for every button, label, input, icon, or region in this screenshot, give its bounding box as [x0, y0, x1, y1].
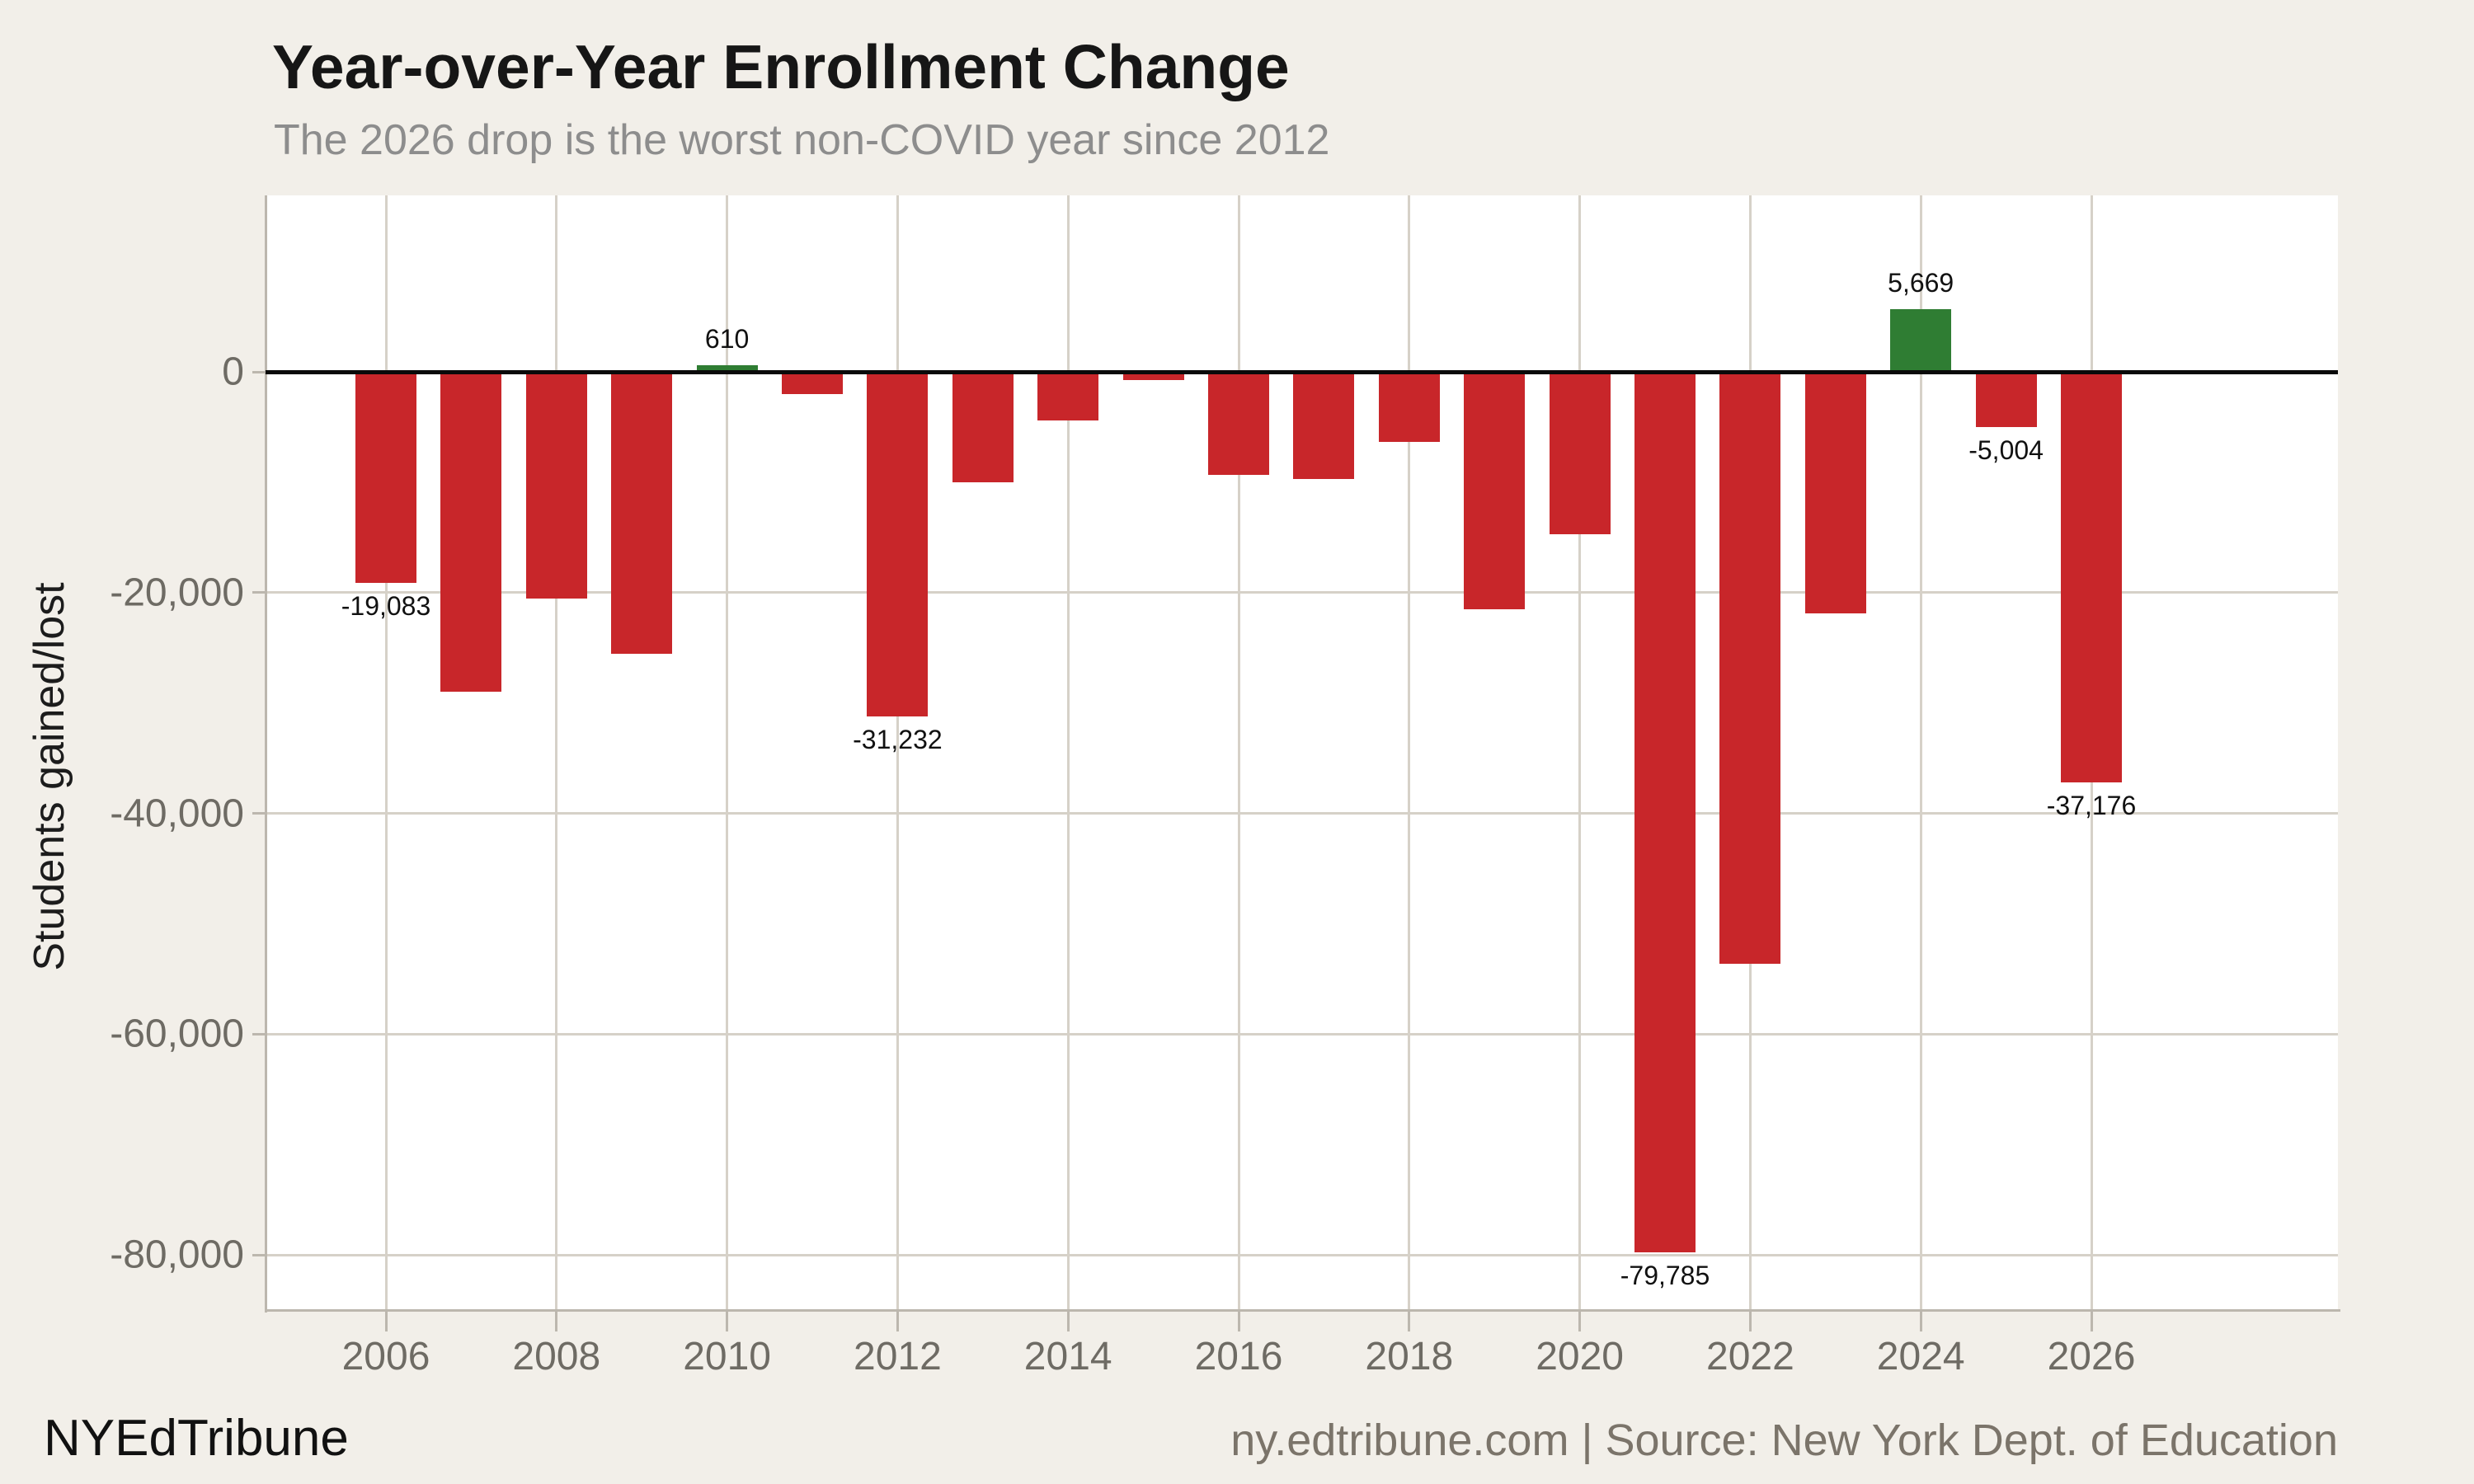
- y-tick--80000: [252, 1253, 265, 1256]
- bar-2018: [1378, 372, 1440, 442]
- bar-2026: [2061, 372, 2122, 782]
- bottom-spine: [266, 1308, 2340, 1312]
- bar-2020: [1549, 372, 1611, 534]
- x-tick-label-2020: 2020: [1536, 1335, 1624, 1378]
- y-tick-label--80000: -80,000: [110, 1233, 244, 1277]
- bar-2011: [782, 372, 843, 394]
- x-tick-2012: [896, 1310, 899, 1331]
- bar-value-label-2026: -37,176: [2046, 790, 2137, 820]
- bar-2012: [867, 372, 929, 717]
- bar-value-label-2012: -31,232: [853, 725, 943, 755]
- bar-2007: [440, 372, 502, 693]
- bar-2013: [952, 372, 1014, 483]
- y-tick-label-0: 0: [222, 350, 244, 394]
- x-tick-label-2008: 2008: [512, 1335, 601, 1378]
- bar-2015: [1122, 372, 1184, 380]
- v-gridline-2014: [1066, 195, 1070, 1310]
- v-gridline-2016: [1237, 195, 1240, 1310]
- v-gridline-2020: [1578, 195, 1582, 1310]
- x-tick-label-2010: 2010: [683, 1335, 771, 1378]
- y-tick-label--20000: -20,000: [110, 571, 244, 615]
- x-tick-label-2012: 2012: [854, 1335, 942, 1378]
- x-tick-label-2026: 2026: [2047, 1335, 2136, 1378]
- zero-line: [266, 369, 2338, 374]
- x-tick-2024: [1919, 1310, 1922, 1331]
- x-tick-2014: [1066, 1310, 1070, 1331]
- bar-2019: [1464, 372, 1526, 609]
- h-gridline--40000: [266, 812, 2338, 815]
- bar-2010: [696, 365, 758, 373]
- bar-value-label-2010: 610: [704, 324, 750, 354]
- x-tick-label-2022: 2022: [1706, 1335, 1794, 1378]
- x-tick-2010: [726, 1310, 729, 1331]
- x-tick-label-2024: 2024: [1876, 1335, 1965, 1378]
- x-tick-label-2006: 2006: [341, 1335, 430, 1378]
- y-tick--40000: [252, 812, 265, 815]
- v-gridline-2018: [1408, 195, 1411, 1310]
- bar-2022: [1719, 372, 1781, 964]
- h-gridline--20000: [266, 591, 2338, 594]
- y-tick-label--40000: -40,000: [110, 791, 244, 836]
- x-tick-2022: [1748, 1310, 1752, 1331]
- bar-2009: [611, 372, 673, 654]
- x-tick-2008: [555, 1310, 558, 1331]
- y-axis-title: Students gained/lost: [26, 582, 73, 971]
- v-gridline-2010: [726, 195, 729, 1310]
- x-tick-label-2018: 2018: [1365, 1335, 1454, 1378]
- chart-title: Year-over-Year Enrollment Change: [272, 32, 1290, 101]
- chart-subtitle: The 2026 drop is the worst non-COVID yea…: [274, 116, 1330, 164]
- footer-brand: NYEdTribune: [44, 1410, 349, 1467]
- y-tick-label--60000: -60,000: [110, 1012, 244, 1056]
- bar-2014: [1037, 372, 1099, 421]
- x-tick-label-2014: 2014: [1023, 1335, 1112, 1378]
- y-tick--20000: [252, 591, 265, 594]
- x-tick-2006: [384, 1310, 388, 1331]
- v-gridline-2024: [1919, 195, 1922, 1310]
- x-tick-2020: [1578, 1310, 1582, 1331]
- v-gridline-2008: [555, 195, 558, 1310]
- x-tick-label-2016: 2016: [1194, 1335, 1283, 1378]
- bar-2025: [1975, 372, 2037, 428]
- y-tick-0: [252, 370, 265, 373]
- left-spine: [264, 195, 267, 1313]
- v-gridline-2006: [384, 195, 388, 1310]
- x-tick-2026: [2090, 1310, 2093, 1331]
- bar-value-label-2021: -79,785: [1620, 1261, 1710, 1291]
- bar-2006: [355, 372, 416, 583]
- bar-2017: [1293, 372, 1355, 480]
- bar-2021: [1634, 372, 1696, 1253]
- bar-2008: [525, 372, 587, 599]
- h-gridline--80000: [266, 1253, 2338, 1256]
- v-gridline-2012: [896, 195, 899, 1310]
- bar-value-label-2024: 5,669: [1888, 268, 1954, 298]
- x-tick-2016: [1237, 1310, 1240, 1331]
- plot-area: [266, 195, 2338, 1310]
- x-tick-2018: [1408, 1310, 1411, 1331]
- y-tick--60000: [252, 1032, 265, 1036]
- bar-2016: [1208, 372, 1269, 475]
- bar-2024: [1890, 309, 1952, 373]
- footer-source: ny.edtribune.com | Source: New York Dept…: [1230, 1416, 2338, 1465]
- h-gridline--60000: [266, 1032, 2338, 1036]
- bar-value-label-2025: -5,004: [1968, 435, 2044, 466]
- bar-2023: [1804, 372, 1866, 614]
- bar-value-label-2006: -19,083: [341, 590, 431, 621]
